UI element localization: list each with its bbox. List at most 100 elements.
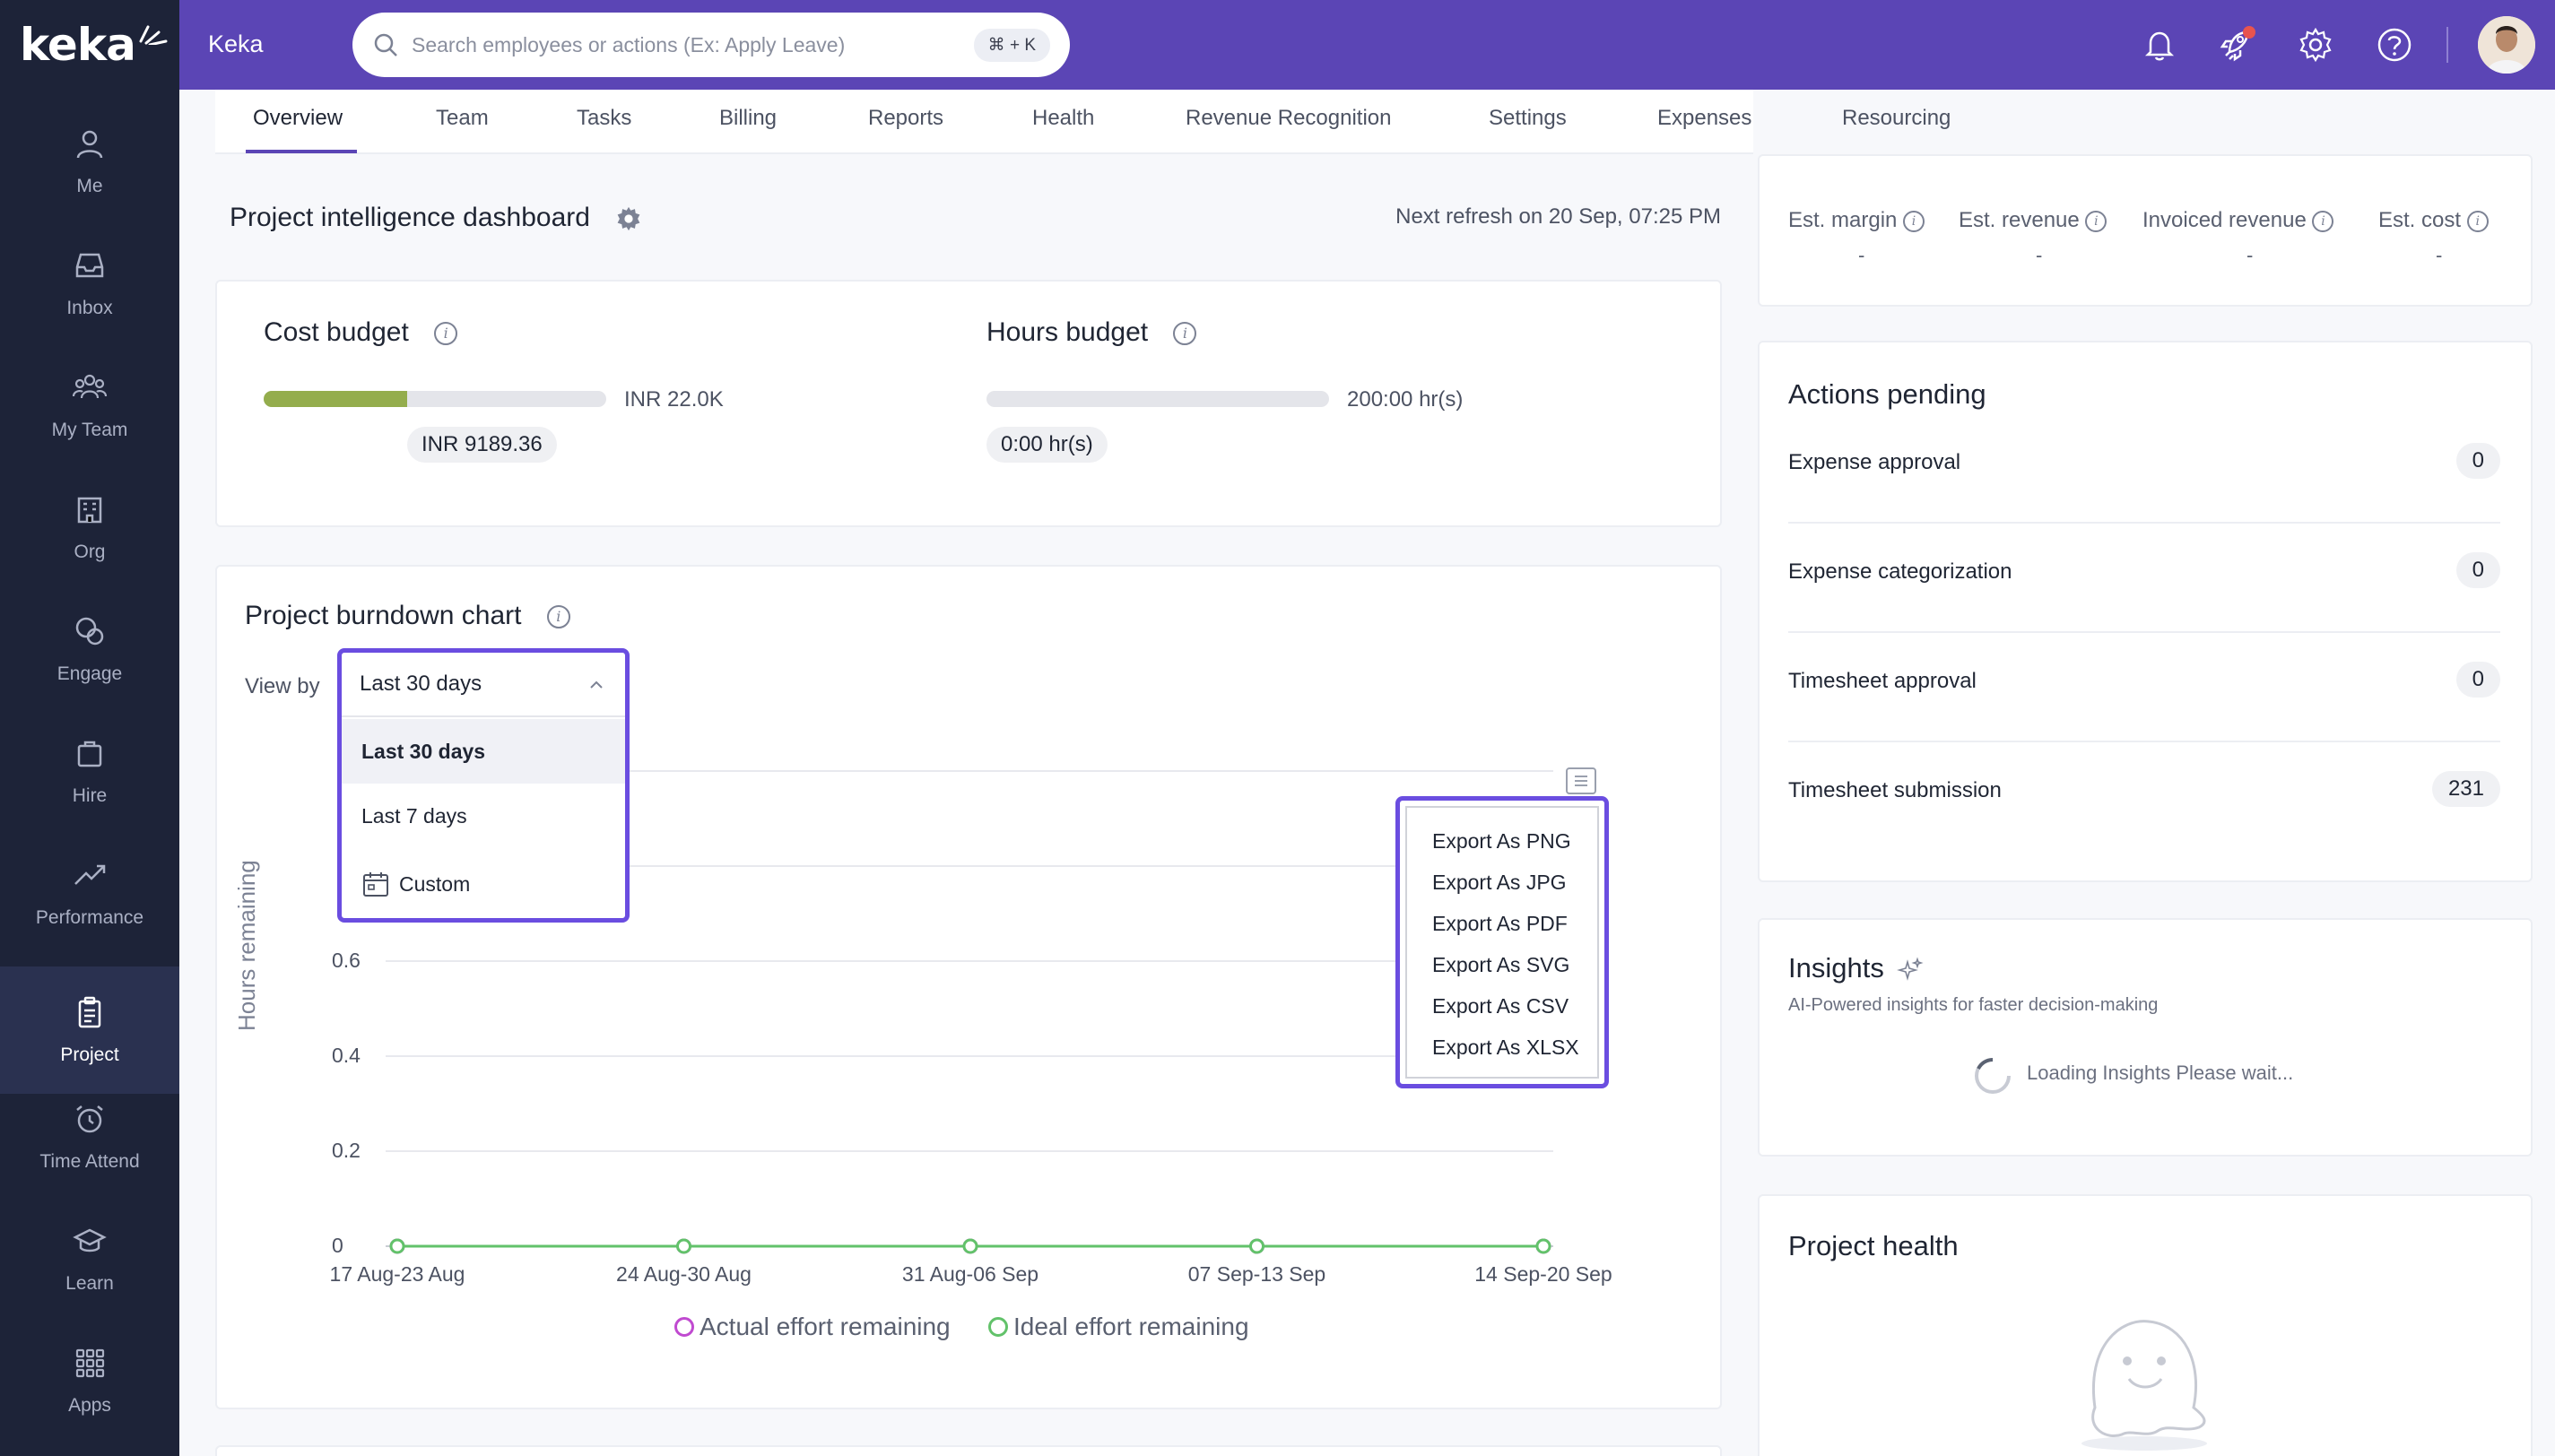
info-icon[interactable]: i bbox=[1903, 210, 1925, 232]
dashboard-settings-gear-icon[interactable] bbox=[613, 204, 644, 234]
top-bar-divider bbox=[2446, 27, 2448, 63]
metric-est-margin: Est. margin i bbox=[1788, 208, 1925, 233]
insights-loading-text: Loading Insights Please wait... bbox=[2027, 1062, 2294, 1084]
tab-revenue-recognition[interactable]: Revenue Recognition bbox=[1186, 106, 1392, 130]
sidebar-item-label: Org bbox=[74, 542, 106, 562]
export-png[interactable]: Export As PNG bbox=[1432, 829, 1571, 853]
hours-budget-label: Hours budget bbox=[986, 317, 1149, 347]
action-row[interactable]: Expense approval 0 bbox=[1788, 414, 2500, 524]
sidebar-item-me[interactable]: Me bbox=[0, 100, 179, 222]
action-row[interactable]: Timesheet submission 231 bbox=[1788, 742, 2500, 852]
tab-expenses[interactable]: Expenses bbox=[1657, 106, 1752, 130]
sidebar-item-inbox[interactable]: Inbox bbox=[0, 222, 179, 344]
legend-marker bbox=[988, 1317, 1008, 1337]
tab-resourcing[interactable]: Resourcing bbox=[1842, 106, 1951, 130]
sidebar-item-apps[interactable]: Apps bbox=[0, 1320, 179, 1442]
bell-icon[interactable] bbox=[2140, 25, 2179, 65]
legend-item-ideal[interactable]: Ideal effort remaining bbox=[988, 1313, 1249, 1341]
apps-grid-icon bbox=[75, 1348, 105, 1378]
tab-health[interactable]: Health bbox=[1032, 106, 1095, 130]
search-input[interactable]: Search employees or actions (Ex: Apply L… bbox=[412, 32, 846, 56]
tab-team[interactable]: Team bbox=[436, 106, 489, 130]
export-menu: Export As PNG Export As JPG Export As PD… bbox=[1395, 796, 1609, 1088]
export-jpg[interactable]: Export As JPG bbox=[1432, 871, 1567, 894]
sidebar-item-label: Project bbox=[60, 1044, 119, 1065]
chart-menu-button[interactable] bbox=[1566, 767, 1596, 794]
gear-icon[interactable] bbox=[2296, 25, 2335, 65]
option-last-30-days[interactable]: Last 30 days bbox=[342, 719, 625, 784]
help-icon[interactable] bbox=[2375, 25, 2414, 65]
data-point bbox=[1535, 1238, 1551, 1254]
view-by-select[interactable]: Last 30 days bbox=[342, 653, 625, 717]
sidebar-item-my-team[interactable]: My Team bbox=[0, 344, 179, 466]
info-icon[interactable]: i bbox=[2085, 210, 2107, 232]
sidebar-item-project[interactable]: Project bbox=[0, 966, 179, 1094]
hours-budget-total: 200:00 hr(s) bbox=[1347, 387, 1464, 412]
cost-budget-spent: INR 9189.36 bbox=[407, 427, 557, 463]
team-icon bbox=[72, 374, 108, 399]
sidebar-item-org[interactable]: Org bbox=[0, 466, 179, 588]
sidebar-item-performance[interactable]: Performance bbox=[0, 832, 179, 954]
legend-item-actual[interactable]: Actual effort remaining bbox=[674, 1313, 951, 1341]
option-last-7-days[interactable]: Last 7 days bbox=[361, 803, 467, 828]
x-tick-label: 14 Sep-20 Sep bbox=[1474, 1262, 1612, 1286]
sidebar-item-time-attend[interactable]: Time Attend bbox=[0, 1076, 179, 1198]
keka-logo[interactable]: keka bbox=[0, 0, 179, 90]
export-svg[interactable]: Export As SVG bbox=[1432, 953, 1570, 976]
avatar[interactable] bbox=[2478, 16, 2535, 74]
sidebar-item-label: Inbox bbox=[66, 298, 113, 318]
info-icon[interactable]: i bbox=[2466, 210, 2489, 232]
metric-value: - bbox=[2246, 244, 2254, 266]
insights-title: Insights bbox=[1788, 952, 1924, 984]
legend-marker bbox=[674, 1317, 694, 1337]
data-point bbox=[962, 1238, 978, 1254]
info-icon[interactable]: i bbox=[1173, 322, 1197, 346]
x-tick-label: 31 Aug-06 Sep bbox=[901, 1262, 1039, 1286]
sidebar-item-label: Learn bbox=[65, 1273, 114, 1294]
refresh-time: Next refresh on 20 Sep, 07:25 PM bbox=[1395, 204, 1721, 229]
data-point bbox=[676, 1238, 691, 1254]
info-icon[interactable]: i bbox=[434, 322, 458, 346]
tab-billing[interactable]: Billing bbox=[719, 106, 778, 130]
export-xlsx[interactable]: Export As XLSX bbox=[1432, 1036, 1579, 1059]
hours-budget-title: Hours budget i bbox=[986, 317, 1197, 348]
sidebar-item-hire[interactable]: Hire bbox=[0, 710, 179, 832]
empty-state-ghost-icon bbox=[2081, 1320, 2207, 1451]
hours-budget-spent: 0:00 hr(s) bbox=[986, 427, 1108, 463]
view-by-dropdown[interactable]: Last 30 days Last 30 days Last 7 days Cu… bbox=[337, 648, 630, 923]
burndown-title: Project burndown chart i bbox=[245, 601, 570, 631]
sidebar-item-learn[interactable]: Learn bbox=[0, 1198, 179, 1320]
action-row[interactable]: Timesheet approval 0 bbox=[1788, 633, 2500, 742]
export-csv[interactable]: Export As CSV bbox=[1432, 994, 1569, 1018]
sidebar-item-label: Hire bbox=[72, 785, 108, 806]
chat-icon bbox=[75, 617, 104, 646]
info-icon[interactable]: i bbox=[2312, 210, 2334, 232]
page-title: Project intelligence dashboard bbox=[230, 203, 644, 234]
tab-tasks[interactable]: Tasks bbox=[577, 106, 632, 130]
info-icon[interactable]: i bbox=[546, 605, 570, 629]
dashboard-title: Project intelligence dashboard bbox=[230, 203, 590, 232]
tab-settings[interactable]: Settings bbox=[1489, 106, 1567, 130]
action-label: Timesheet submission bbox=[1788, 778, 2002, 802]
metric-label: Invoiced revenue bbox=[2142, 208, 2307, 232]
hamburger-icon bbox=[1575, 776, 1587, 786]
cost-budget-total: INR 22.0K bbox=[624, 387, 724, 412]
metric-value: - bbox=[2436, 244, 2443, 266]
cost-budget-title: Cost budget i bbox=[264, 317, 458, 348]
project-health-title: Project health bbox=[1788, 1230, 1959, 1261]
option-custom[interactable]: Custom bbox=[342, 852, 625, 916]
global-search[interactable]: Search employees or actions (Ex: Apply L… bbox=[352, 13, 1070, 77]
export-pdf[interactable]: Export As PDF bbox=[1432, 912, 1568, 935]
metric-label: Est. margin bbox=[1788, 208, 1898, 232]
tab-overview[interactable]: Overview bbox=[253, 106, 343, 130]
sidebar-item-label: Performance bbox=[35, 907, 144, 928]
sidebar-item-engage[interactable]: Engage bbox=[0, 588, 179, 710]
next-card bbox=[215, 1445, 1722, 1456]
action-row[interactable]: Expense categorization 0 bbox=[1788, 524, 2500, 633]
tab-reports[interactable]: Reports bbox=[868, 106, 944, 130]
sidebar-item-label: Apps bbox=[68, 1395, 111, 1416]
company-name[interactable]: Keka bbox=[208, 30, 264, 57]
rocket-icon[interactable] bbox=[2217, 25, 2256, 65]
user-icon bbox=[76, 130, 103, 159]
legend-label: Ideal effort remaining bbox=[1013, 1313, 1249, 1340]
